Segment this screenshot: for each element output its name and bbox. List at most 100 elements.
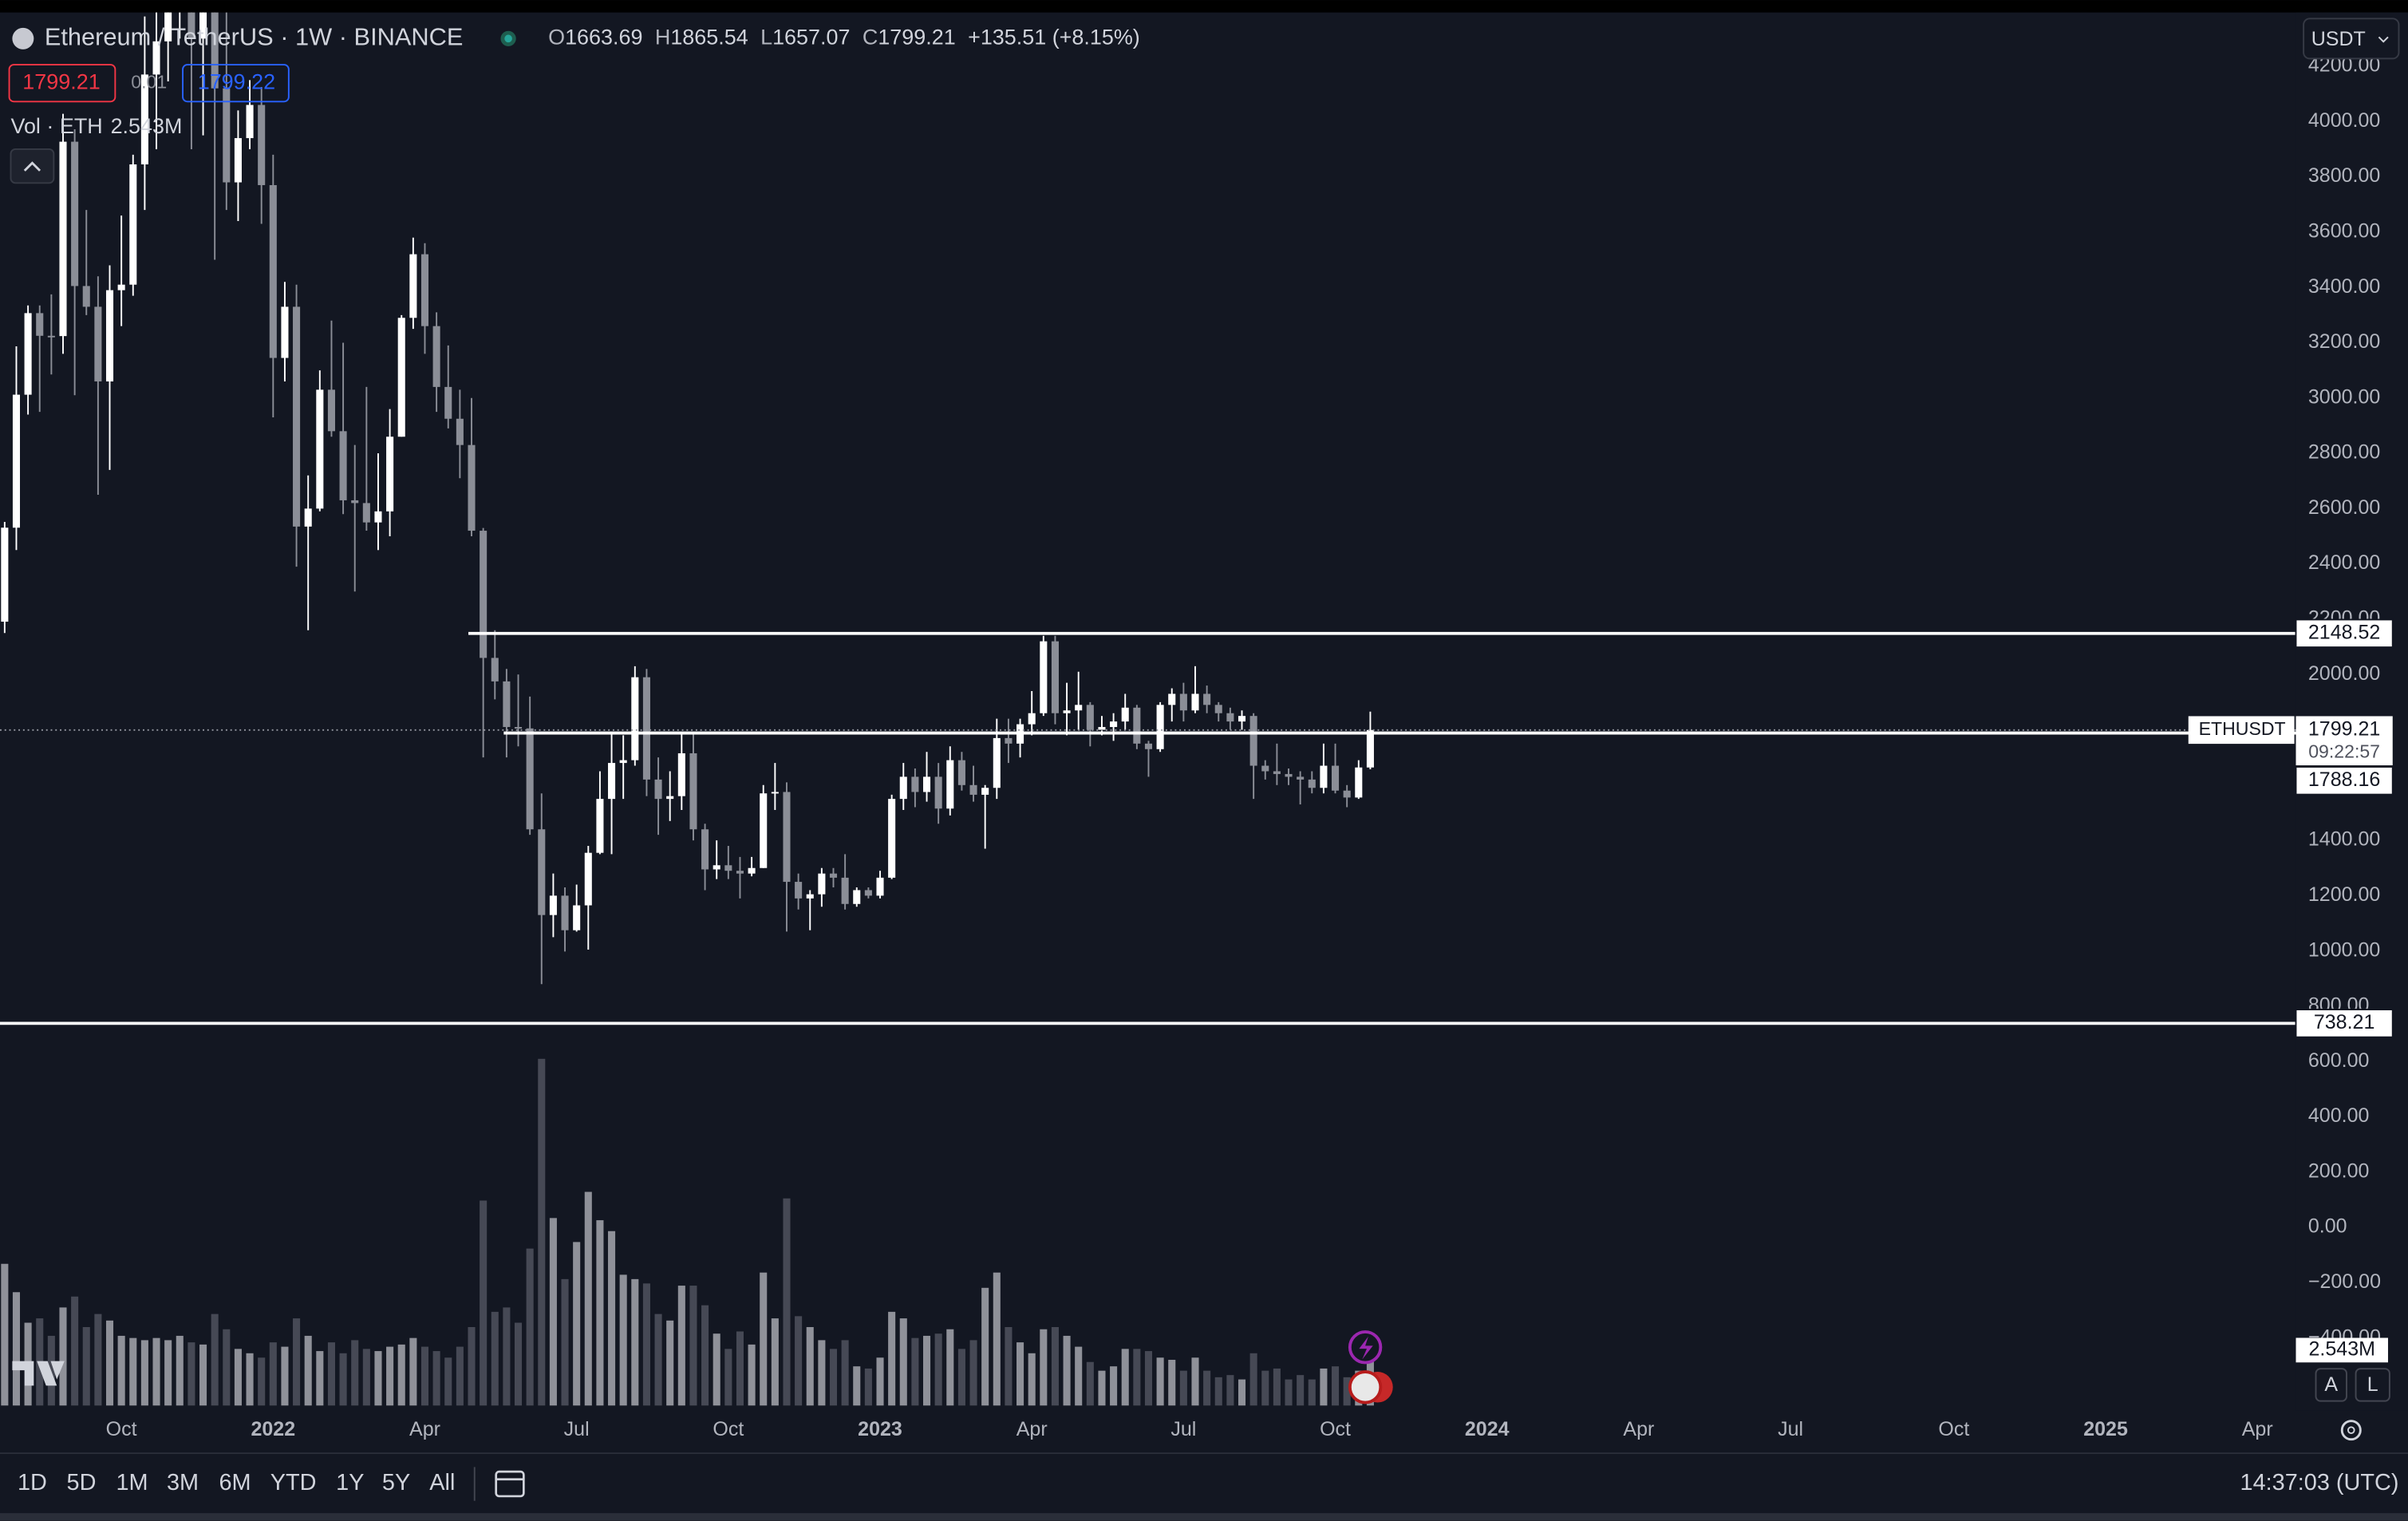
volume-bar	[140, 1340, 148, 1406]
volume-bar	[211, 1314, 219, 1406]
volume-bar	[1110, 1366, 1118, 1406]
volume-bar	[946, 1329, 954, 1406]
volume-bar	[619, 1274, 627, 1406]
volume-bar	[199, 1344, 207, 1406]
range-button[interactable]: 6M	[219, 1470, 251, 1495]
overlay: Ethereum / TetherUS · 1W · BINANCE O1663…	[0, 12, 2408, 1521]
buy-button[interactable]	[182, 64, 290, 103]
candle-body	[642, 677, 650, 780]
volume-bar	[1005, 1326, 1013, 1406]
candle-body	[795, 882, 803, 899]
candle-body	[993, 737, 1001, 788]
candle-body	[596, 799, 604, 853]
candle-body	[1297, 776, 1305, 780]
buy-price: 1799.22	[198, 69, 275, 93]
volume-bar	[795, 1316, 803, 1406]
volume-bar	[386, 1346, 394, 1406]
volume-bar	[1238, 1379, 1246, 1406]
volume-bar	[922, 1335, 931, 1406]
ohlc-letter: L	[760, 25, 772, 49]
volume-bar	[152, 1337, 160, 1406]
candle-body	[82, 286, 90, 307]
volume-bar	[864, 1368, 872, 1406]
range-button[interactable]: 1Y	[336, 1470, 364, 1495]
currency-button[interactable]	[2303, 18, 2400, 60]
clock[interactable]: 14:37:03 (UTC)	[2240, 1470, 2399, 1495]
candle-body	[351, 500, 359, 504]
settings-button[interactable]	[2340, 1420, 2362, 1441]
volume-bar	[748, 1344, 756, 1406]
candle-body	[293, 306, 301, 527]
candle-body	[1063, 710, 1071, 713]
candle-body	[1133, 707, 1141, 744]
volume-bar	[654, 1314, 662, 1406]
y-tick-label: 3800.00	[2308, 164, 2380, 187]
y-tick-label: 3000.00	[2308, 385, 2380, 408]
volume-bar	[888, 1311, 896, 1406]
volume-bar	[1332, 1366, 1340, 1406]
candle-body	[1028, 713, 1036, 725]
volume-bar	[164, 1340, 172, 1406]
range-button[interactable]: All	[429, 1470, 455, 1495]
economic-event-flag[interactable]	[1348, 1370, 1383, 1404]
currency-label: USDT	[2311, 28, 2366, 50]
volume-bar	[631, 1278, 639, 1406]
candle-body	[1040, 641, 1048, 713]
volume-bar	[480, 1200, 488, 1406]
collapse-button[interactable]	[10, 148, 55, 184]
goto-date-button[interactable]	[495, 1470, 525, 1498]
y-tick-label: 2600.00	[2308, 496, 2380, 519]
volume-bar	[59, 1307, 67, 1406]
volume-bar	[969, 1340, 977, 1406]
candle-body	[771, 792, 779, 794]
volume-bar	[677, 1286, 685, 1406]
candle-body	[1168, 693, 1176, 705]
range-button[interactable]: 3M	[167, 1470, 199, 1495]
range-button[interactable]: 1M	[116, 1470, 148, 1495]
candle-body	[327, 389, 335, 432]
x-tick-label: Jul	[1170, 1418, 1196, 1440]
range-button[interactable]: 1D	[18, 1470, 47, 1495]
sell-button[interactable]	[8, 64, 116, 103]
volume-bar	[1214, 1377, 1222, 1406]
candle-body	[304, 508, 312, 527]
candle-body	[526, 728, 534, 830]
candle-body	[503, 681, 511, 728]
x-tick-label: 2024	[1465, 1418, 1510, 1440]
volume-bar	[503, 1307, 511, 1406]
bottom-edge	[0, 1513, 2408, 1521]
symbol-title[interactable]: Ethereum / TetherUS · 1W · BINANCE	[45, 23, 464, 51]
volume-bar	[993, 1272, 1001, 1406]
volume-bar	[105, 1320, 114, 1406]
volume-bar	[316, 1351, 324, 1406]
auto-scale-button[interactable]	[2315, 1368, 2347, 1402]
y-tick-label: 600.00	[2308, 1049, 2370, 1072]
top-bar	[0, 0, 2408, 13]
log-scale-label: L	[2367, 1373, 2378, 1396]
volume-bar	[760, 1272, 768, 1406]
candle-body	[491, 658, 499, 681]
candle-body	[829, 873, 838, 878]
tradingview-logo[interactable]	[12, 1361, 65, 1386]
currency-chevron	[2378, 36, 2389, 43]
candle-body	[1156, 705, 1164, 749]
volume-bar	[269, 1342, 277, 1406]
symbol-logo	[12, 27, 34, 49]
range-button[interactable]: 5Y	[382, 1470, 410, 1495]
range-button[interactable]: 5D	[67, 1470, 97, 1495]
volume-value: 2.543M	[111, 114, 183, 138]
range-button[interactable]: YTD	[270, 1470, 317, 1495]
candle-body	[188, 12, 195, 39]
volume-bar	[899, 1318, 907, 1406]
log-scale-button[interactable]	[2355, 1368, 2390, 1402]
candle-body	[1086, 705, 1094, 730]
candle-body	[713, 865, 720, 870]
volume-bar	[456, 1346, 464, 1406]
y-tick-label: 2400.00	[2308, 551, 2380, 574]
candle-body	[922, 776, 931, 792]
candle-body	[234, 138, 242, 183]
candle-body	[1355, 767, 1363, 798]
volume-bar	[327, 1342, 335, 1406]
x-tick-label: 2023	[858, 1418, 902, 1440]
